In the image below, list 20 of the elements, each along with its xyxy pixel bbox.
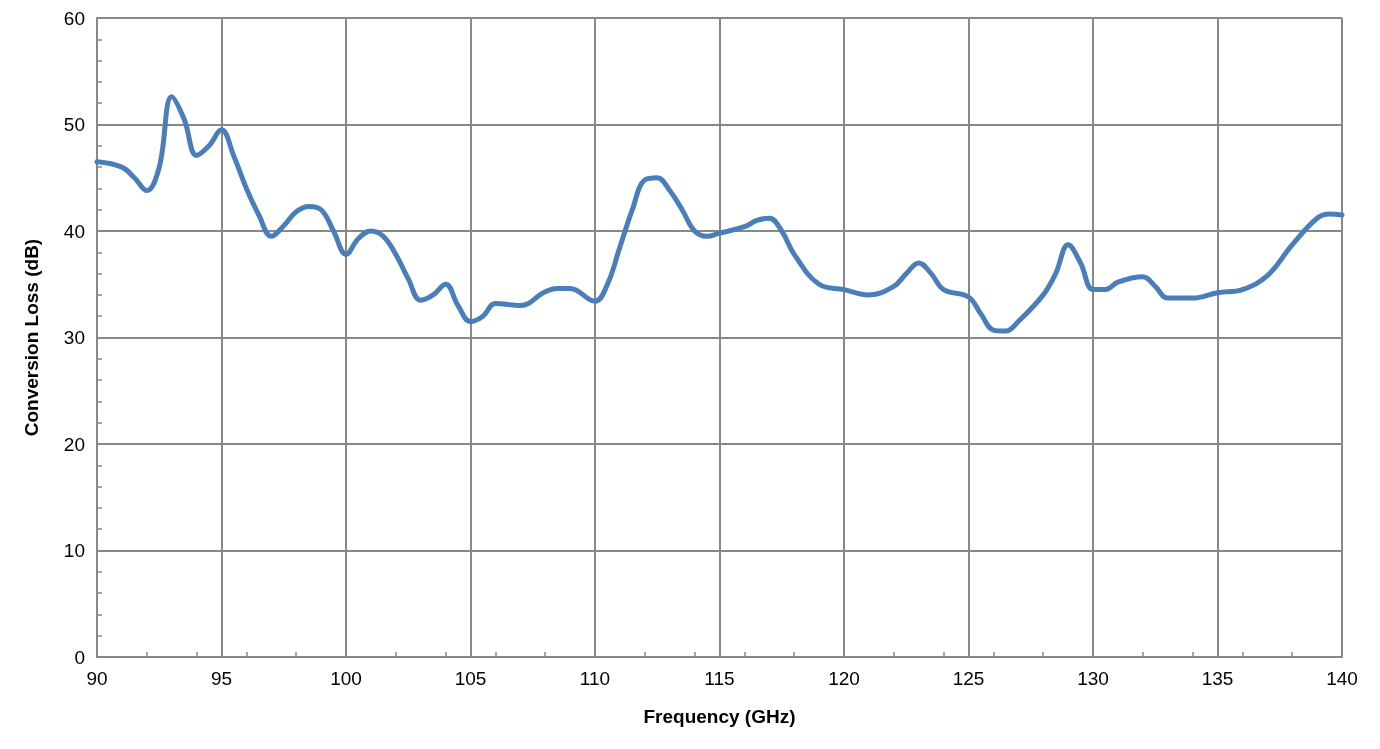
x-tick-label: 130 bbox=[1077, 668, 1109, 689]
x-axis-title: Frequency (GHz) bbox=[643, 706, 796, 727]
y-tick-label: 30 bbox=[63, 327, 85, 348]
y-tick-label: 20 bbox=[63, 433, 85, 455]
y-tick-label: 0 bbox=[74, 646, 85, 668]
x-tick-label: 115 bbox=[704, 668, 735, 689]
x-tick-label: 140 bbox=[1326, 668, 1358, 689]
x-tick-label: 105 bbox=[454, 668, 487, 689]
x-tick-label: 135 bbox=[1201, 668, 1234, 689]
x-tick-label: 120 bbox=[828, 668, 860, 689]
y-tick-label: 60 bbox=[63, 7, 85, 29]
x-tick-label: 90 bbox=[86, 668, 108, 689]
x-tick-label: 100 bbox=[330, 668, 362, 689]
x-tick-label: 95 bbox=[210, 668, 233, 689]
y-tick-label: 40 bbox=[63, 220, 85, 242]
y-tick-label: 50 bbox=[63, 114, 85, 135]
x-tick-label: 110 bbox=[579, 668, 611, 689]
x-tick-label: 125 bbox=[952, 668, 985, 689]
y-axis-title: Conversion Loss (dB) bbox=[21, 238, 42, 437]
y-tick-label: 10 bbox=[63, 540, 85, 561]
